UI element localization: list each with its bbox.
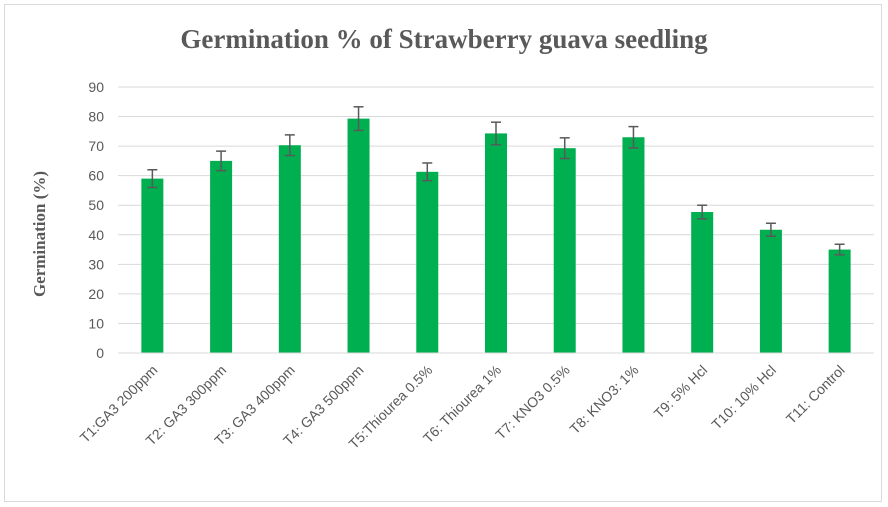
x-tick-label: T8: KNO3: 1% (566, 362, 641, 437)
bar (691, 212, 714, 353)
y-tick-label: 60 (88, 168, 104, 184)
bar (759, 229, 782, 353)
bar (622, 137, 645, 353)
bar (485, 133, 507, 353)
bar (828, 249, 851, 353)
bar (416, 171, 439, 353)
y-tick-label: 20 (88, 286, 104, 302)
bar (210, 160, 233, 353)
bar (553, 148, 576, 353)
y-tick-label: 80 (88, 109, 104, 125)
y-tick-label: 30 (88, 256, 104, 272)
chart-title: Germination % of Strawberry guava seedli… (180, 24, 708, 54)
bar (278, 145, 301, 353)
y-tick-label: 10 (88, 315, 104, 331)
y-tick-label: 40 (88, 227, 104, 243)
bar (347, 118, 370, 353)
bar (141, 178, 164, 353)
y-tick-label: 90 (88, 79, 104, 95)
x-tick-label: T11: Control (783, 362, 848, 427)
y-tick-label: 50 (88, 197, 104, 213)
x-tick-label: T10: 10% Hcl (708, 362, 779, 433)
x-tick-label: T7: KNO3 0.5% (492, 362, 573, 443)
y-tick-label: 0 (96, 345, 104, 361)
y-tick-label: 70 (88, 138, 104, 154)
x-tick-label: T9: 5% Hcl (651, 362, 711, 422)
